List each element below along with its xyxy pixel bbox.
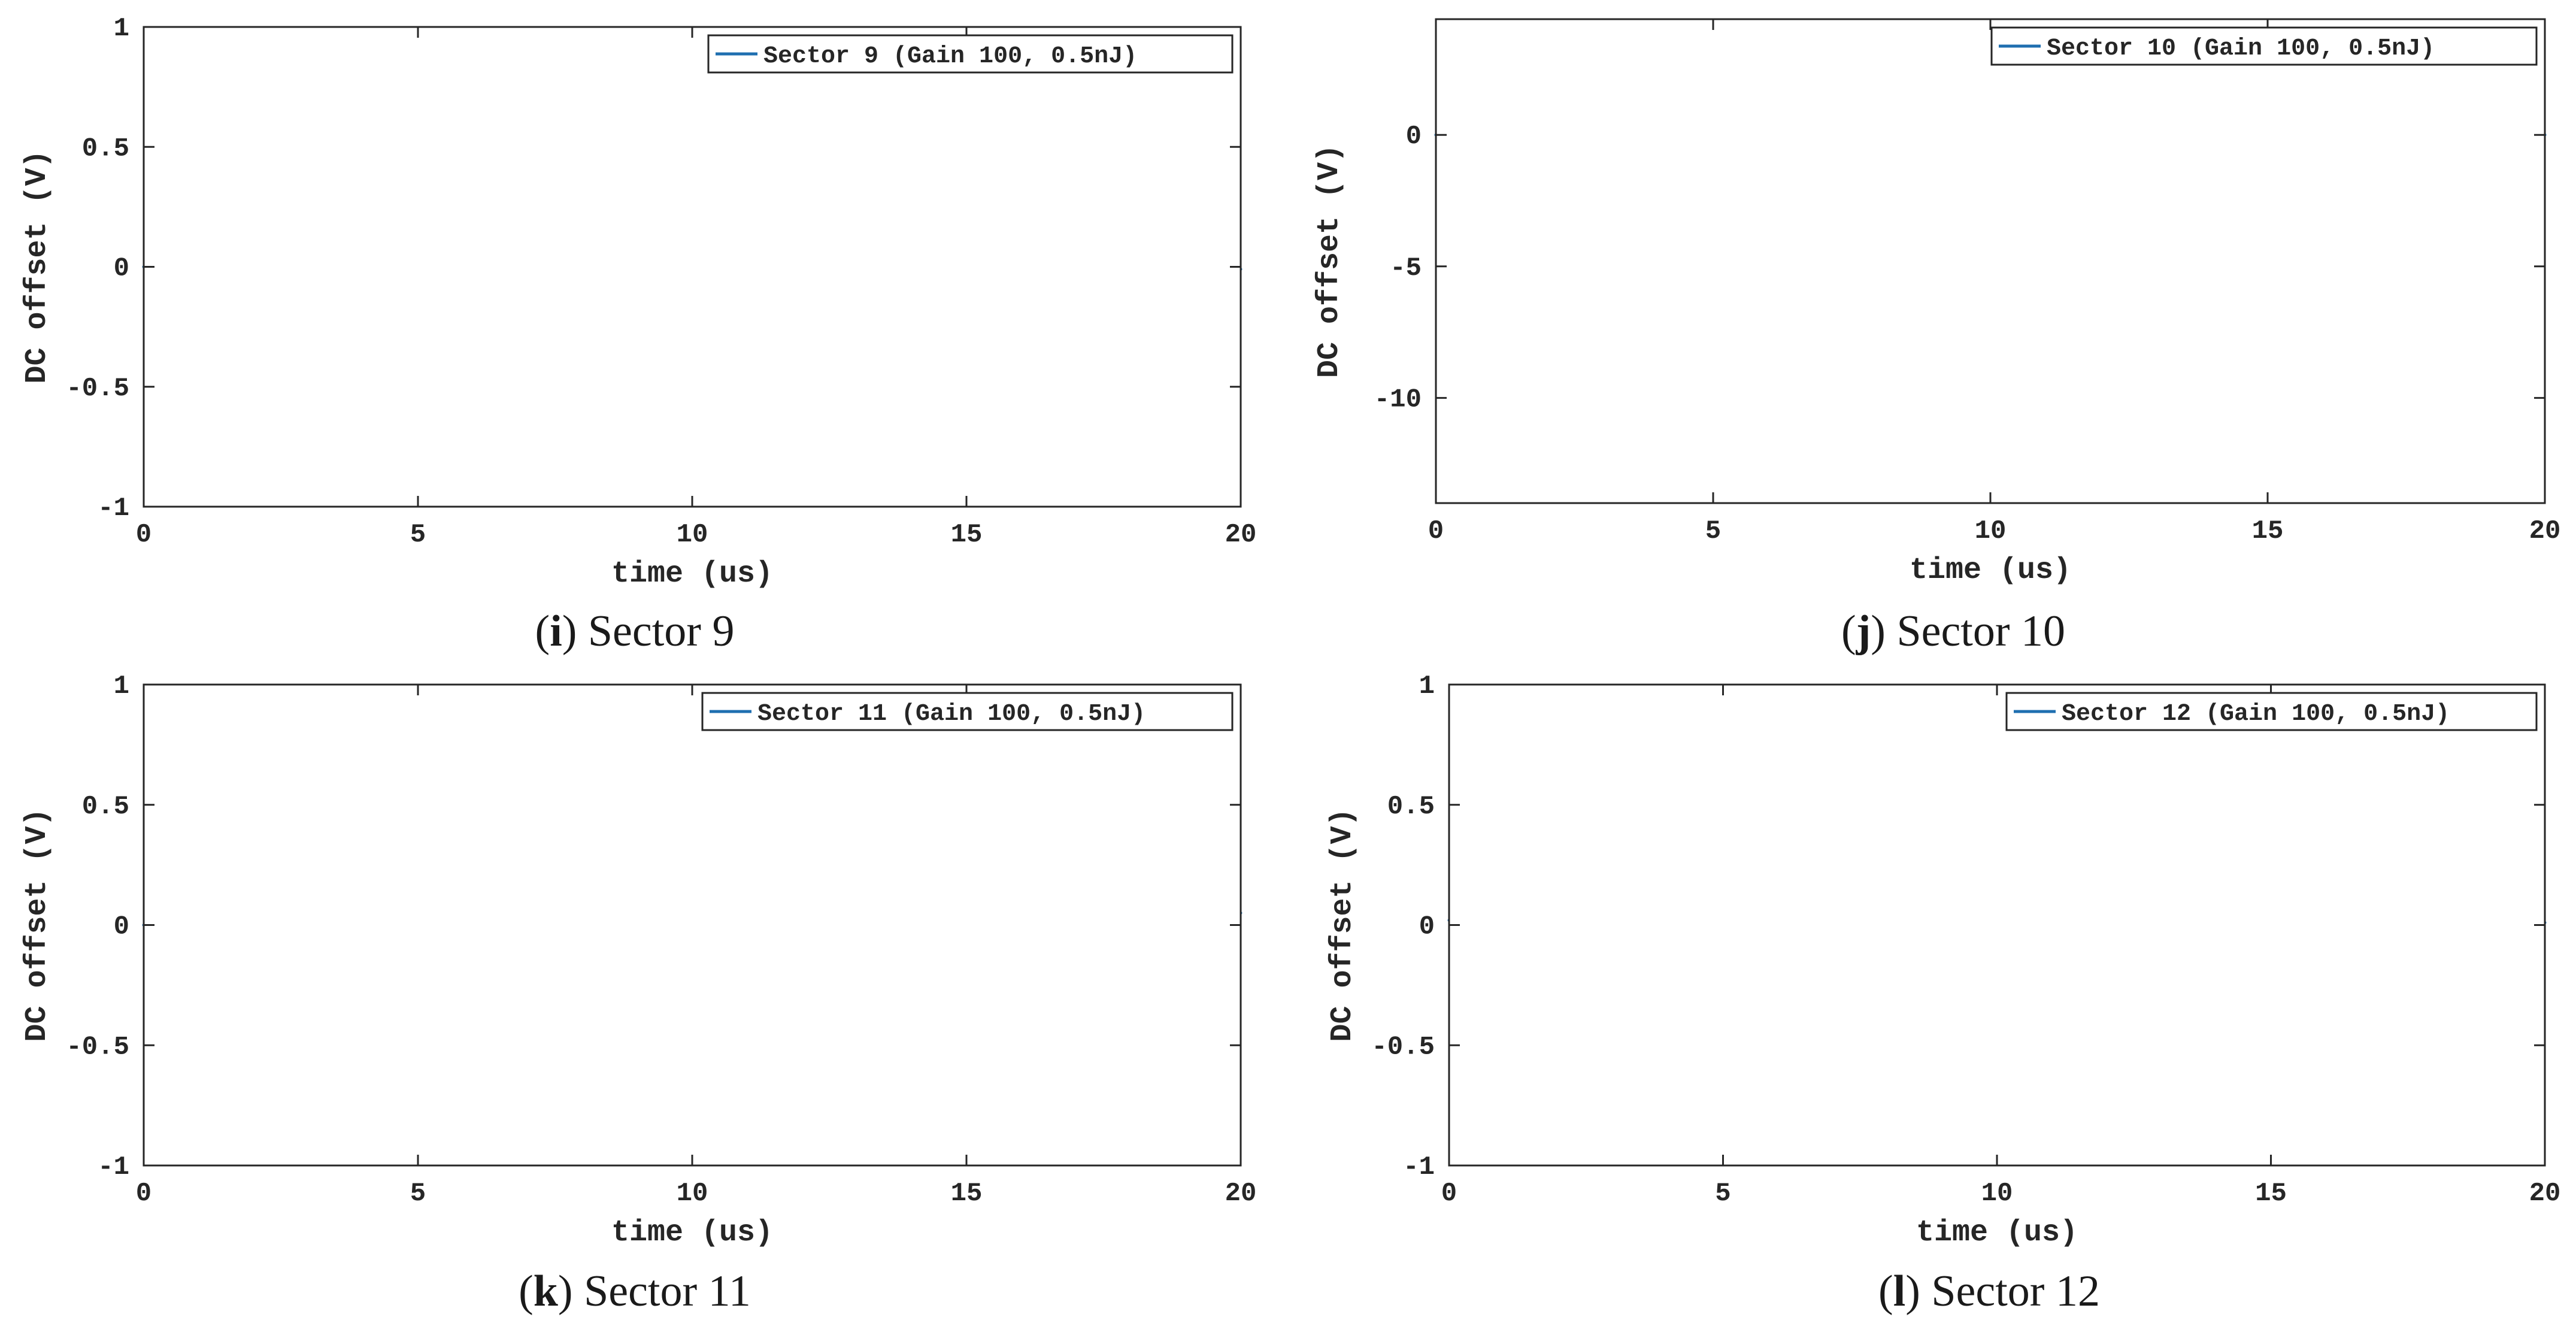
y-tick-label: -1 [1403, 1152, 1435, 1182]
x-tick-label: 10 [1975, 516, 2007, 546]
x-tick-label: 15 [2252, 516, 2284, 546]
legend: Sector 10 (Gain 100, 0.5nJ) [1990, 26, 2538, 66]
x-tick-label: 0 [136, 520, 151, 550]
x-axis-label: time (us) [611, 1216, 773, 1250]
y-tick-label: 1 [1419, 671, 1435, 701]
legend-entry: Sector 11 (Gain 100, 0.5nJ) [757, 701, 1145, 728]
y-tick-label: -0.5 [1371, 1032, 1435, 1062]
chart-panel-k: 0 5 10 15 20 1 0.5 0 -0.5 -1 time (us) DC offset (V… [20, 671, 1256, 1316]
x-tick-label: 10 [677, 1179, 708, 1209]
caption-letter: j [1856, 607, 1871, 656]
legend: Sector 11 (Gain 100, 0.5nJ) [701, 692, 1234, 731]
y-tick-label: 0.5 [1387, 792, 1435, 822]
x-tick-label: 0 [136, 1179, 151, 1209]
legend-box [1990, 26, 2538, 66]
x-tick-label: 20 [1225, 520, 1257, 550]
x-tick-label: 10 [1981, 1179, 2013, 1209]
legend-entry: Sector 10 (Gain 100, 0.5nJ) [2047, 35, 2435, 62]
axes-box [143, 26, 1242, 508]
y-axis-label: DC offset (V) [1313, 144, 1347, 378]
y-tick-label: -5 [1390, 253, 1422, 283]
x-tick-label: 0 [1441, 1179, 1457, 1209]
y-tick-label: 0 [1406, 122, 1422, 152]
y-tick-label: -0.5 [66, 374, 129, 404]
x-tick-label: 5 [1715, 1179, 1731, 1209]
legend: Sector 9 (Gain 100, 0.5nJ) [707, 34, 1234, 74]
y-tick-label: 1 [114, 671, 129, 701]
legend-box [701, 692, 1234, 731]
x-tick-label: 15 [951, 1179, 983, 1209]
panel-caption: (k) Sector 11 [519, 1267, 751, 1316]
x-tick-label: 15 [951, 520, 983, 550]
y-tick-label: -1 [98, 1152, 129, 1182]
caption-letter: i [550, 607, 562, 656]
axes-box [1435, 18, 2546, 504]
panel-caption: (i) Sector 9 [535, 607, 735, 656]
caption-letter: k [534, 1267, 559, 1316]
x-tick-label: 20 [2529, 516, 2561, 546]
y-tick-label: 0.5 [82, 134, 129, 164]
panel-caption: (l) Sector 12 [1878, 1267, 2100, 1316]
x-tick-label: 10 [677, 520, 708, 550]
caption-letter: l [1893, 1267, 1906, 1316]
x-tick-label: 5 [410, 1179, 426, 1209]
legend-entry: Sector 12 (Gain 100, 0.5nJ) [2062, 701, 2450, 728]
x-tick-label: 0 [1428, 516, 1444, 546]
y-axis-label: DC offset (V) [20, 150, 54, 383]
x-axis-label: time (us) [1916, 1216, 2078, 1250]
x-axis-label: time (us) [1910, 553, 2071, 588]
legend-box [2005, 692, 2538, 731]
y-tick-label: -10 [1374, 385, 1422, 414]
x-tick-label: 15 [2255, 1179, 2287, 1209]
x-tick-label: 5 [1705, 516, 1721, 546]
axes-box [143, 683, 1242, 1167]
y-tick-label: -0.5 [66, 1032, 129, 1062]
y-tick-label: 0.5 [82, 792, 129, 822]
x-tick-label: 5 [410, 520, 426, 550]
axes-box [1448, 683, 2546, 1167]
chart-panel-l: 0 5 10 15 20 1 0.5 0 -0.5 -1 time (us) DC offset (V… [1326, 671, 2560, 1316]
chart-panel-i: 0 5 10 15 20 1 0.5 0 -0.5 -1 time (us) DC offset (V… [20, 14, 1256, 656]
y-axis-label: DC offset (V) [20, 808, 54, 1042]
panel-caption: (j) Sector 10 [1841, 607, 2065, 656]
y-tick-label: 0 [114, 254, 129, 284]
legend-box [707, 34, 1234, 74]
y-axis-label: DC offset (V) [1326, 808, 1360, 1042]
y-tick-label: 0 [114, 912, 129, 942]
legend-entry: Sector 9 (Gain 100, 0.5nJ) [763, 43, 1137, 70]
legend: Sector 12 (Gain 100, 0.5nJ) [2005, 692, 2538, 731]
chart-panel-j: 0 5 10 15 20 0 -5 -10 time (us) DC offset (V) Sect… [1313, 18, 2561, 656]
x-tick-label: 20 [2529, 1179, 2561, 1209]
y-tick-label: -1 [98, 494, 129, 523]
y-tick-label: 0 [1419, 912, 1435, 942]
x-tick-label: 20 [1225, 1179, 1257, 1209]
x-axis-label: time (us) [611, 557, 773, 591]
y-tick-label: 1 [114, 14, 129, 44]
